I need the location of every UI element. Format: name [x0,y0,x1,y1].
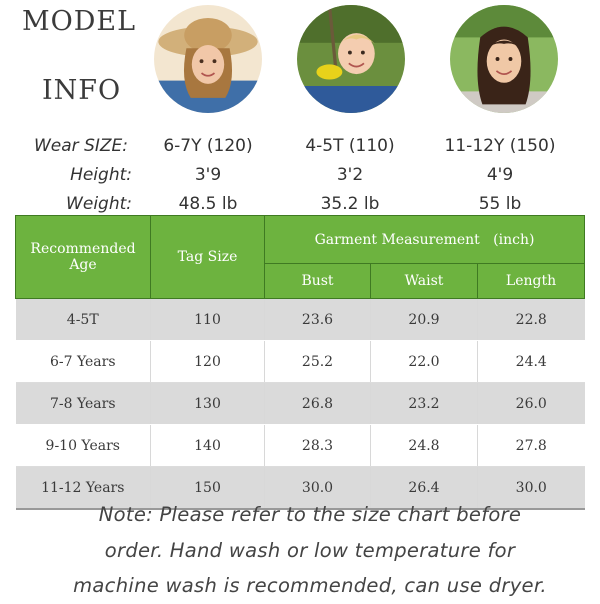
cell-tag-size: 120 [150,340,265,383]
cell-waist: 23.2 [370,382,478,425]
model-weight-row: Weight: 48.5 lb 35.2 lb 55 lb [0,194,600,220]
cell-waist: 24.8 [370,424,478,467]
table-row: 9-10 Years 140 28.3 24.8 27.8 [15,424,585,467]
model-photo-boy-swing [297,5,405,113]
cell-length: 22.8 [477,298,585,341]
cell-waist: 20.9 [370,298,478,341]
cell-bust: 26.8 [264,382,371,425]
cell-age: 7-8 Years [15,382,151,425]
cell-length: 30.0 [477,466,585,510]
table-row: 4-5T 110 23.6 20.9 22.8 [15,298,585,341]
cell-tag-size: 110 [150,298,265,341]
model-title: MODEL [22,6,137,37]
header-waist: Waist [370,263,478,299]
note-line-2: order. Hand wash or low temperature for [104,538,516,562]
wear-size-label: Wear SIZE: [34,136,128,156]
model-1-height: 3'9 [194,165,222,185]
cell-length: 26.0 [477,382,585,425]
cell-bust: 23.6 [264,298,371,341]
cell-bust: 25.2 [264,340,371,383]
header-recommended-age: Recommended Age [15,215,151,299]
cell-waist: 22.0 [370,340,478,383]
height-label: Height: [70,165,132,185]
note-line-3: machine wash is recommended, can use dry… [73,574,547,597]
model-3-size: 11-12Y (150) [444,136,556,156]
cell-tag-size: 140 [150,424,265,467]
info-title: INFO [42,75,122,106]
header-tag-size: Tag Size [150,215,265,299]
model-1-size: 6-7Y (120) [163,136,253,156]
table-row: 11-12 Years 150 30.0 26.4 30.0 [15,466,585,510]
cell-bust: 28.3 [264,424,371,467]
cell-age: 9-10 Years [15,424,151,467]
size-chart-table: Recommended Age Tag Size Garment Measure… [15,215,586,510]
model-3-weight: 55 lb [478,194,522,214]
note-line-1: Note: Please refer to the size chart bef… [98,503,522,526]
cell-bust: 30.0 [264,466,371,510]
cell-waist: 26.4 [370,466,478,510]
model-2-size: 4-5T (110) [305,136,395,156]
model-height-row: Height: 3'9 3'2 4'9 [0,165,600,191]
cell-tag-size: 130 [150,382,265,425]
model-3-height: 4'9 [486,165,514,185]
model-2-weight: 35.2 lb [320,194,380,214]
model-photo-girl-park [450,5,558,113]
header-garment-measurement: Garment Measurement (inch) [263,215,586,264]
header-bust: Bust [264,263,371,299]
header-length: Length [476,263,586,299]
cell-length: 27.8 [477,424,585,467]
cell-tag-size: 150 [150,466,265,510]
cell-age: 4-5T [15,298,151,341]
table-row: 7-8 Years 130 26.8 23.2 26.0 [15,382,585,425]
model-2-height: 3'2 [336,165,364,185]
cell-length: 24.4 [477,340,585,383]
care-note: Note: Please refer to the size chart bef… [40,497,580,604]
model-photo-girl-hat [154,5,262,113]
cell-age: 11-12 Years [15,466,151,510]
model-size-row: Wear SIZE: 6-7Y (120) 4-5T (110) 11-12Y … [0,136,600,162]
cell-age: 6-7 Years [15,340,151,383]
weight-label: Weight: [66,194,132,214]
table-row: 6-7 Years 120 25.2 22.0 24.4 [15,340,585,383]
model-1-weight: 48.5 lb [178,194,238,214]
